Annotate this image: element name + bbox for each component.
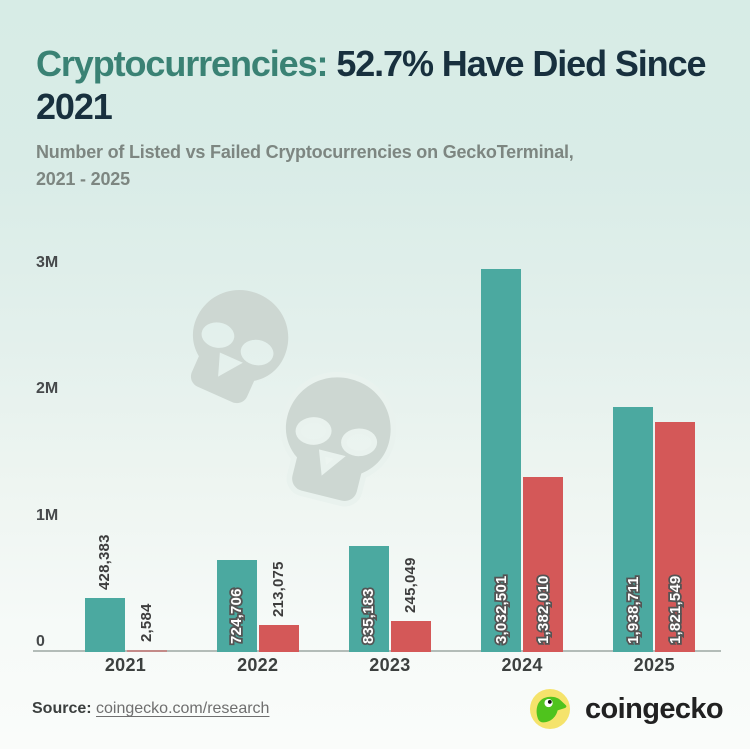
y-axis-tick-2m: 2M: [36, 380, 59, 398]
bar-failed-2022: [258, 625, 299, 652]
source: Source: coingecko.com/research: [32, 699, 269, 719]
bar-failed-2025: [655, 421, 696, 652]
subtitle-line2: 2021 - 2025: [36, 169, 130, 189]
bar-failed-2021: [126, 650, 167, 652]
subtitle-line1: Number of Listed vs Failed Cryptocurrenc…: [36, 142, 574, 162]
coingecko-wordmark: coingecko: [585, 693, 724, 725]
bar-listed-2021: [84, 597, 125, 652]
bar-listed-2022: [216, 560, 257, 652]
coingecko-logo: coingecko: [529, 688, 724, 730]
x-axis-label-2023: 2023: [369, 655, 411, 675]
source-link[interactable]: coingecko.com/research: [96, 700, 270, 717]
bar-listed-2024: [481, 268, 522, 652]
bar-value-label-listed-2022: 724,706: [226, 587, 247, 646]
bar-value-label-failed-2021: 2,584: [138, 603, 155, 642]
page-title: Cryptocurrencies: 52.7% Have Died Since …: [36, 42, 724, 128]
bar-value-label-listed-2024: 3,032,501: [491, 574, 512, 646]
title-rest: 52.7% Have Died Since 2021: [36, 43, 707, 127]
bar-value-label-failed-2023: 245,049: [402, 557, 420, 613]
bar-listed-2023: [348, 546, 389, 652]
x-axis-label-2025: 2025: [633, 655, 675, 675]
y-axis-tick-1m: 1M: [36, 506, 59, 524]
bar-value-label-failed-2025: 1,821,549: [665, 574, 686, 646]
bar-value-label-listed-2023: 835,183: [359, 587, 380, 646]
bar-value-label-failed-2024: 1,382,010: [533, 574, 554, 646]
x-axis-label-2024: 2024: [501, 655, 543, 675]
title-highlight: Cryptocurrencies:: [36, 43, 329, 84]
source-label: Source:: [32, 700, 92, 717]
coingecko-gecko-icon: [529, 688, 571, 730]
bar-value-label-listed-2025: 1,938,711: [623, 575, 644, 646]
bar-value-label-failed-2022: 213,075: [270, 561, 288, 618]
header: Cryptocurrencies: 52.7% Have Died Since …: [36, 42, 724, 193]
chart-subtitle: Number of Listed vs Failed Cryptocurrenc…: [36, 139, 724, 193]
bar-failed-2024: [523, 477, 564, 652]
bar-listed-2025: [613, 406, 654, 652]
y-axis-tick-3m: 3M: [36, 253, 59, 271]
y-axis-tick-0: 0: [36, 633, 45, 650]
bar-value-label-listed-2021: 428,383: [96, 534, 113, 590]
footer: Source: coingecko.com/research coingecko: [0, 678, 750, 749]
x-axis-label-2021: 2021: [104, 655, 147, 675]
bar-failed-2023: [390, 621, 431, 652]
x-axis-label-2022: 2022: [237, 655, 279, 675]
